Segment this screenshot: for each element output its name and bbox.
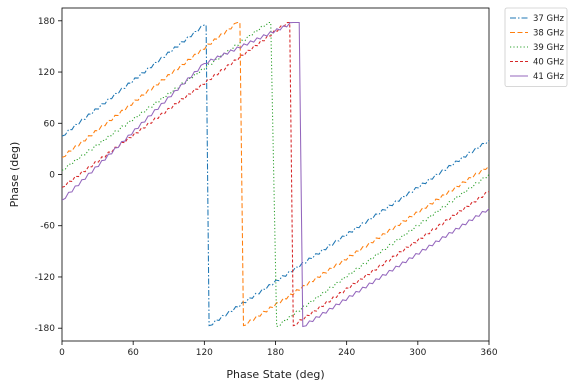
y-tick-label: -180 bbox=[35, 324, 56, 334]
y-tick-label: 0 bbox=[49, 171, 55, 181]
series-line-1 bbox=[62, 21, 489, 327]
legend-label-4: 41 GHz bbox=[533, 72, 564, 82]
x-tick-label: 0 bbox=[59, 348, 65, 358]
y-tick-label: 120 bbox=[38, 68, 55, 78]
legend-label-2: 39 GHz bbox=[533, 43, 564, 53]
legend-label-0: 37 GHz bbox=[533, 14, 564, 24]
y-tick-label: -120 bbox=[35, 273, 56, 283]
axis-ticks: 0 60 120 180 240 300 360 -180 -120 -60 0 60 120 180 bbox=[35, 17, 498, 358]
legend: 37 GHz 38 GHz 39 GHz 40 GHz 41 GHz bbox=[504, 7, 568, 87]
y-tick-label: -60 bbox=[40, 222, 55, 232]
series-line-4 bbox=[62, 21, 489, 328]
x-tick-label: 240 bbox=[338, 348, 355, 358]
x-tick-label: 360 bbox=[480, 348, 497, 358]
x-axis-label: Phase State (deg) bbox=[226, 368, 324, 381]
y-axis-label: Phase (deg) bbox=[8, 142, 21, 208]
x-tick-label: 120 bbox=[196, 348, 213, 358]
x-tick-label: 300 bbox=[409, 348, 426, 358]
plot-area bbox=[61, 7, 490, 342]
x-tick-label: 180 bbox=[267, 348, 284, 358]
legend-frame bbox=[504, 7, 568, 87]
x-tick-label: 60 bbox=[127, 348, 139, 358]
series-line-3 bbox=[62, 21, 489, 327]
y-tick-label: 60 bbox=[44, 119, 56, 129]
series-line-0 bbox=[62, 24, 489, 327]
legend-label-3: 40 GHz bbox=[533, 58, 564, 68]
series-layer bbox=[62, 21, 489, 328]
y-tick-label: 180 bbox=[38, 17, 55, 27]
legend-label-1: 38 GHz bbox=[533, 29, 564, 39]
